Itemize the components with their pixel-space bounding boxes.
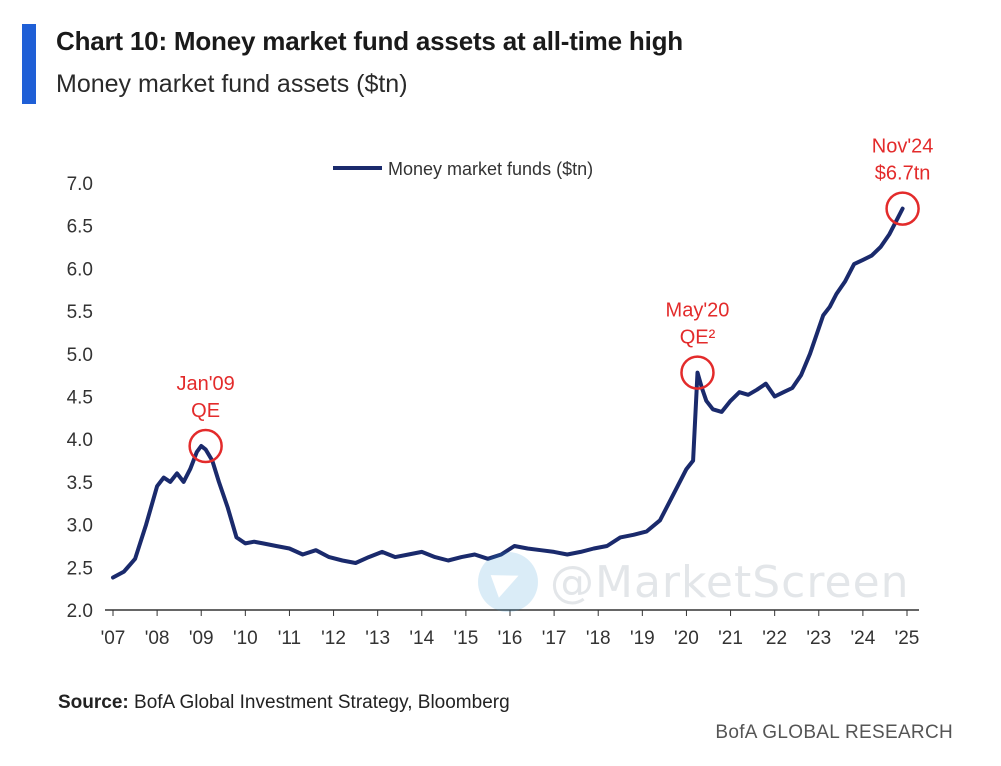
y-tick-label: 6.0: [67, 259, 93, 280]
telegram-icon: [478, 552, 538, 612]
x-tick-label: '13: [365, 628, 390, 649]
annotation-label: $6.7tn: [875, 163, 931, 185]
y-tick-label: 6.5: [67, 217, 93, 238]
x-tick-label: '19: [630, 628, 655, 649]
footer-brand: BofA GLOBAL RESEARCH: [715, 722, 953, 743]
x-tick-label: '17: [542, 628, 567, 649]
annotation-label: Nov'24: [872, 136, 934, 158]
x-tick-label: '12: [321, 628, 346, 649]
x-tick-label: '08: [145, 628, 170, 649]
y-tick-label: 2.0: [67, 601, 93, 622]
annotation-circle: [680, 355, 715, 390]
y-tick-label: 3.5: [67, 473, 93, 494]
legend-label: Money market funds ($tn): [388, 159, 593, 179]
x-tick-label: '15: [454, 628, 479, 649]
annotation-label: May'20: [666, 300, 730, 322]
x-tick-label: '24: [851, 628, 876, 649]
y-tick-label: 4.5: [67, 388, 93, 409]
annotation-circle: [188, 428, 223, 464]
series-layer: [111, 206, 905, 580]
chart-title: Chart 10: Money market fund assets at al…: [56, 26, 683, 56]
x-tick-label: '16: [498, 628, 523, 649]
x-tick-label: '25: [895, 628, 920, 649]
y-tick-label: 2.5: [67, 558, 93, 579]
title-accent-bar: [22, 24, 36, 104]
source-note: Source: BofA Global Investment Strategy,…: [58, 692, 510, 714]
watermark: @MarketScreen: [478, 552, 910, 612]
x-tick-label: '11: [278, 628, 301, 649]
y-tick-label: 3.0: [67, 516, 93, 537]
x-tick-label: '22: [762, 628, 787, 649]
line-chart: 2.0 2.5 3.0 3.5 4.0 4.5 5.0 5.5 6.0 6.5 7.0 '07 '08 '…: [67, 136, 934, 649]
chart-subtitle: Money market fund assets ($tn): [56, 70, 408, 98]
y-tick-label: 5.5: [67, 302, 93, 323]
x-tick-label: '20: [674, 628, 699, 649]
x-tick-label: '23: [806, 628, 831, 649]
y-tick-label: 5.0: [67, 345, 93, 366]
axis-layer: 2.0 2.5 3.0 3.5 4.0 4.5 5.0 5.5 6.0 6.5 7.0 '07 '08 '…: [67, 174, 920, 649]
x-tick-label: '21: [718, 628, 743, 649]
annotation-label: Jan'09: [176, 373, 234, 395]
legend: Money market funds ($tn): [333, 159, 593, 179]
y-tick-label: 7.0: [67, 174, 93, 195]
annotation-label: QE: [191, 400, 220, 422]
series-line: [111, 206, 905, 580]
source-label: Source:: [58, 692, 129, 713]
watermark-text: @MarketScreen: [550, 556, 910, 608]
x-tick-label: '07: [101, 628, 126, 649]
x-tick-label: '14: [409, 628, 434, 649]
annotation-label: QE²: [680, 327, 716, 349]
x-tick-label: '10: [233, 628, 258, 649]
annotation-circle: [885, 191, 920, 226]
x-tick-label: '18: [586, 628, 611, 649]
source-text: BofA Global Investment Strategy, Bloombe…: [134, 692, 510, 713]
y-tick-label: 4.0: [67, 430, 93, 451]
x-tick-label: '09: [189, 628, 214, 649]
annotation-layer: Jan'09 QE May'20 QE² Nov'24 $6.7tn: [176, 136, 934, 464]
